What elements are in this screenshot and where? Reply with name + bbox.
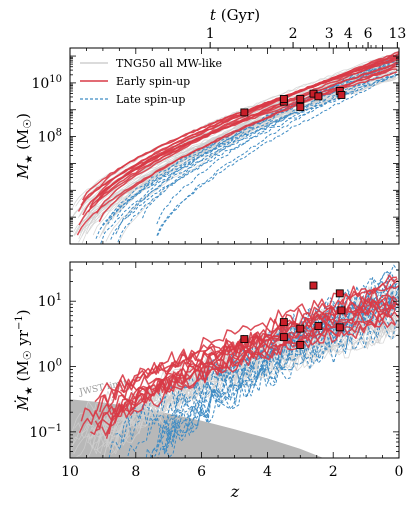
bottom-x-ticks: 10 8 6 4 2 0: [61, 262, 403, 480]
y-tick-label: 10−1: [29, 423, 62, 441]
top-panel: 108 1010 M★ (M☉) TNG50 all MW-like Early …: [14, 47, 400, 245]
bottom-spin-up-markers: [240, 281, 346, 349]
bottom-y-axis-label: Ṁ★ (M☉ yr−1): [14, 309, 35, 411]
early-spin-up-sfr-line: [120, 276, 397, 393]
y-tick-label: 101: [38, 292, 62, 310]
x-tick-label: 4: [263, 464, 272, 480]
top-y-axis-label: M★ (M☉): [14, 113, 35, 180]
early-spin-up-sfr-line: [108, 274, 398, 435]
spin-up-marker: [314, 322, 323, 330]
spin-up-marker: [240, 108, 249, 117]
late-spin-up-mass-line: [115, 55, 397, 235]
late-spin-up-mass-line: [142, 58, 396, 219]
spin-up-marker: [314, 92, 323, 101]
spin-up-marker: [337, 306, 346, 315]
top-x-ticks: [69, 48, 400, 244]
late-spin-up-mass-line: [157, 73, 399, 236]
late-spin-up-mass-line: [117, 62, 399, 243]
y-tick-label: 108: [38, 128, 62, 146]
late-spin-up-sfr-line: [159, 318, 398, 445]
x-tick-label: 0: [395, 464, 404, 480]
spin-up-marker: [296, 324, 305, 333]
y-tick-label: 1010: [31, 74, 62, 92]
spin-up-marker: [309, 281, 318, 290]
early-spin-up-mass-line: [77, 53, 399, 212]
time-tick-label: 1: [206, 26, 215, 42]
early-spin-up-mass-line: [98, 65, 396, 223]
time-tick-label: 4: [344, 26, 353, 42]
time-tick-label: 13: [388, 26, 406, 42]
spin-up-marker: [337, 91, 346, 99]
late-spin-up-mass-line: [107, 73, 397, 225]
early-spin-up-mass-line: [96, 57, 398, 214]
spin-up-marker: [279, 318, 288, 327]
grey-stellar-mass-line: [78, 67, 399, 243]
late-spin-up-sfr-line: [145, 296, 397, 458]
late-spin-up-mass-line: [108, 62, 398, 219]
bottom-series-lines: [70, 264, 399, 458]
spin-up-marker: [279, 95, 288, 103]
early-spin-up-sfr-line: [90, 308, 399, 435]
spin-up-marker: [240, 335, 249, 344]
x-axis-label: z: [230, 482, 240, 501]
legend: TNG50 all MW-like Early spin-up Late spi…: [80, 57, 222, 106]
top-axis-label: t (Gyr): [210, 6, 260, 24]
x-tick-label: 2: [329, 464, 338, 480]
time-tick-label: 3: [325, 26, 334, 42]
top-axis-ticks: 1 2 3 4 6 13: [206, 26, 406, 48]
bottom-y-ticks: 10−1 100 101: [29, 269, 399, 459]
spin-up-marker: [279, 333, 288, 342]
early-spin-up-sfr-line: [99, 294, 397, 413]
early-spin-up-sfr-line: [112, 302, 398, 399]
spin-up-marker: [335, 289, 344, 298]
x-tick-label: 8: [131, 464, 140, 480]
legend-label-red: Early spin-up: [116, 75, 190, 88]
spin-up-marker: [296, 103, 305, 112]
time-tick-label: 2: [289, 26, 298, 42]
time-tick-label: 6: [364, 26, 373, 42]
top-spin-up-markers: [240, 87, 346, 117]
top-y-ticks: 108 1010: [31, 55, 399, 245]
y-tick-label: 100: [38, 358, 62, 376]
x-tick-label: 6: [197, 464, 206, 480]
late-spin-up-mass-line: [99, 71, 397, 230]
spin-up-marker: [335, 323, 344, 332]
legend-label-grey: TNG50 all MW-like: [116, 57, 222, 70]
late-spin-up-mass-line: [156, 64, 398, 236]
legend-label-blue: Late spin-up: [116, 93, 185, 106]
spin-up-marker: [296, 341, 305, 349]
late-spin-up-sfr-line: [165, 286, 399, 453]
spin-up-marker: [296, 95, 305, 103]
x-tick-label: 10: [61, 464, 79, 480]
